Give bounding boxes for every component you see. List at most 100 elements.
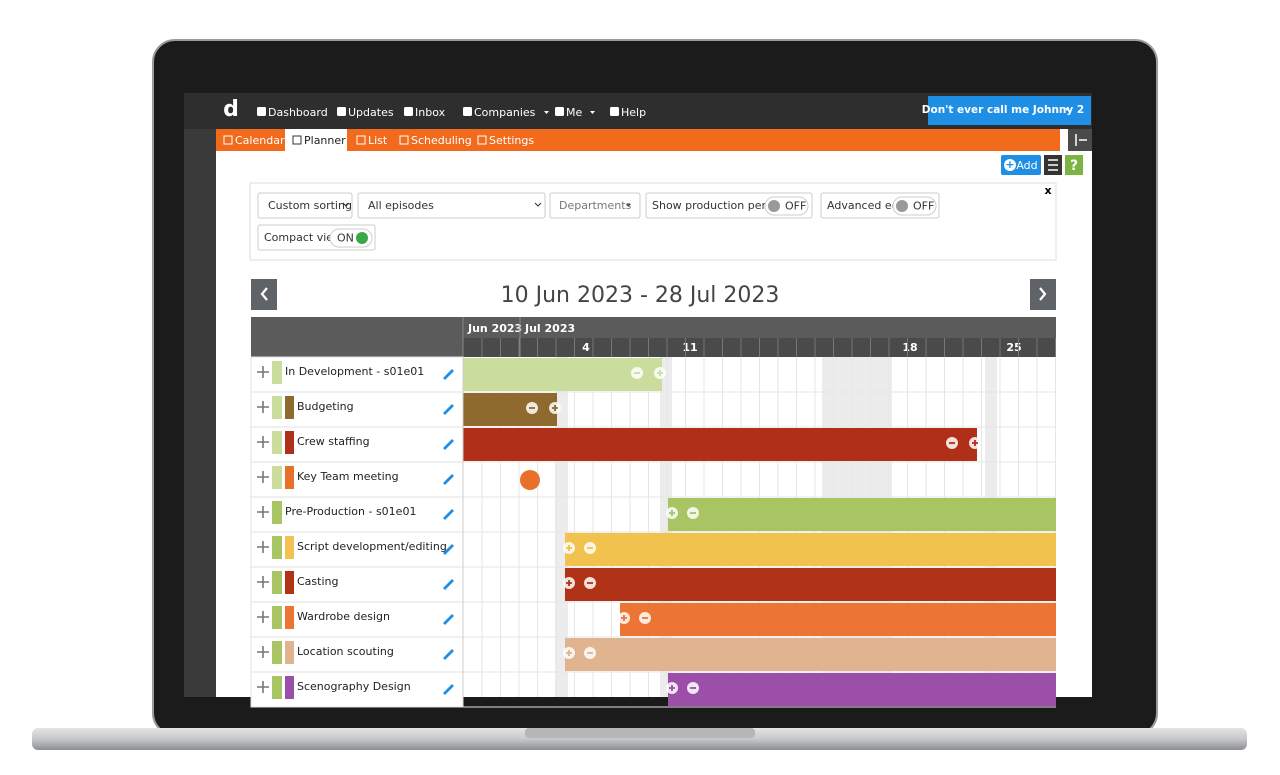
menu-icon bbox=[1048, 159, 1058, 171]
swatch bbox=[272, 501, 282, 524]
row-label: Wardrobe design bbox=[297, 610, 390, 623]
tab[interactable]: Scheduling bbox=[411, 134, 472, 147]
nav-item[interactable]: Companies bbox=[474, 106, 536, 119]
button-sign bbox=[621, 615, 627, 621]
add-icon bbox=[1004, 159, 1016, 171]
toggle-knob bbox=[896, 200, 908, 212]
row-label: Scenography Design bbox=[297, 680, 411, 693]
gantt: Jun 2023 Jul 2023 4 11 18 25 In Development - … bbox=[250, 317, 1056, 708]
toggle-state[interactable]: OFF bbox=[785, 200, 806, 213]
nav-items: Dashboard Updates Inbox Companies Me Help bbox=[257, 106, 646, 119]
swatch bbox=[272, 641, 282, 664]
caret bbox=[626, 204, 631, 207]
tab-icon bbox=[399, 135, 409, 145]
logo[interactable]: d bbox=[223, 97, 239, 122]
edit-icon[interactable] bbox=[443, 544, 454, 555]
sorting[interactable]: Custom sorting bbox=[268, 199, 352, 212]
move-handle[interactable] bbox=[257, 471, 269, 483]
event-dot[interactable] bbox=[520, 470, 540, 490]
nav-item[interactable]: Inbox bbox=[415, 106, 446, 119]
swatch bbox=[272, 466, 282, 489]
move-handle[interactable] bbox=[257, 646, 269, 658]
help-button[interactable] bbox=[1065, 155, 1083, 175]
tabs: Calendar Planner List Scheduling Settings bbox=[223, 129, 534, 151]
tab[interactable]: Planner bbox=[304, 134, 346, 147]
production-periods-label: Show production periods bbox=[652, 199, 789, 212]
departments[interactable]: Departments bbox=[559, 199, 632, 212]
row-label: Budgeting bbox=[297, 400, 354, 413]
row-label: Pre-Production - s01e01 bbox=[285, 505, 416, 518]
tab[interactable]: Settings bbox=[489, 134, 534, 147]
filter-controls: Custom sorting All episodes Departments Sho… bbox=[257, 192, 940, 251]
edit-icon[interactable] bbox=[443, 509, 454, 520]
task-bar[interactable] bbox=[565, 533, 1056, 566]
task-bar[interactable] bbox=[668, 498, 1056, 531]
edit-icon[interactable] bbox=[443, 684, 454, 695]
edit-icon[interactable] bbox=[443, 439, 454, 450]
swatch bbox=[272, 536, 282, 559]
edit-icon[interactable] bbox=[443, 369, 454, 380]
month-label: Jun 2023 bbox=[467, 322, 522, 335]
swatch bbox=[285, 571, 294, 594]
task-bar[interactable] bbox=[668, 673, 1056, 706]
advanced-edit-label: Advanced edit bbox=[827, 199, 907, 212]
move-handle[interactable] bbox=[257, 611, 269, 623]
move-handle[interactable] bbox=[257, 576, 269, 588]
add-plus: + bbox=[1005, 158, 1014, 171]
swatch bbox=[272, 571, 282, 594]
move-handle[interactable] bbox=[257, 506, 269, 518]
sorting-select[interactable] bbox=[257, 192, 353, 219]
nav-item[interactable]: Dashboard bbox=[268, 106, 328, 119]
nav-icon bbox=[555, 107, 564, 116]
laptop-base bbox=[32, 728, 1247, 750]
next-button[interactable] bbox=[1030, 279, 1056, 310]
tab-icon bbox=[223, 135, 233, 145]
toggle-state[interactable]: OFF bbox=[913, 200, 934, 213]
edit-icon[interactable] bbox=[443, 474, 454, 485]
user-menu[interactable] bbox=[928, 96, 1091, 125]
button-sign bbox=[657, 370, 663, 376]
task-bar[interactable] bbox=[463, 428, 977, 461]
tab[interactable]: Calendar bbox=[235, 134, 285, 147]
date-range: 10 Jun 2023 - 28 Jul 2023 bbox=[501, 283, 780, 308]
row-label-cell bbox=[250, 391, 464, 428]
tab-icon bbox=[356, 135, 366, 145]
task-bar[interactable] bbox=[463, 393, 557, 426]
edit-icon[interactable] bbox=[443, 404, 454, 415]
week-label: 25 bbox=[1006, 341, 1021, 354]
swatch bbox=[285, 676, 294, 699]
swatch bbox=[272, 396, 282, 419]
close-filters[interactable]: x bbox=[1044, 184, 1051, 197]
move-handle[interactable] bbox=[257, 541, 269, 553]
user-name[interactable]: Don't ever call me Johnny 2 bbox=[922, 104, 1084, 116]
prev-button[interactable] bbox=[251, 279, 277, 310]
tab[interactable]: List bbox=[368, 134, 388, 147]
episodes-select[interactable] bbox=[357, 192, 546, 219]
button-sign bbox=[566, 545, 572, 551]
toggle-state[interactable]: ON bbox=[337, 232, 354, 245]
nav-item[interactable]: Help bbox=[621, 106, 646, 119]
chevron bbox=[342, 202, 350, 207]
row-label: Script development/editing bbox=[297, 540, 447, 553]
move-handle[interactable] bbox=[257, 401, 269, 413]
nav-item[interactable]: Me bbox=[566, 106, 582, 119]
task-bar[interactable] bbox=[565, 568, 1056, 601]
task-bar[interactable] bbox=[565, 638, 1056, 671]
nav-item[interactable]: Updates bbox=[348, 106, 394, 119]
swatch bbox=[272, 431, 282, 454]
swatch bbox=[285, 641, 294, 664]
edit-icon[interactable] bbox=[443, 649, 454, 660]
move-handle[interactable] bbox=[257, 366, 269, 378]
move-handle[interactable] bbox=[257, 681, 269, 693]
chevron bbox=[534, 202, 542, 207]
departments-select[interactable] bbox=[549, 192, 641, 219]
move-handle[interactable] bbox=[257, 436, 269, 448]
add-label[interactable]: Add bbox=[1016, 159, 1037, 172]
edit-icon[interactable] bbox=[443, 579, 454, 590]
episodes[interactable]: All episodes bbox=[368, 199, 434, 212]
task-bar[interactable] bbox=[463, 358, 662, 391]
edit-icon[interactable] bbox=[443, 614, 454, 625]
help-icon[interactable]: ? bbox=[1070, 158, 1078, 174]
task-bar[interactable] bbox=[620, 603, 1056, 636]
